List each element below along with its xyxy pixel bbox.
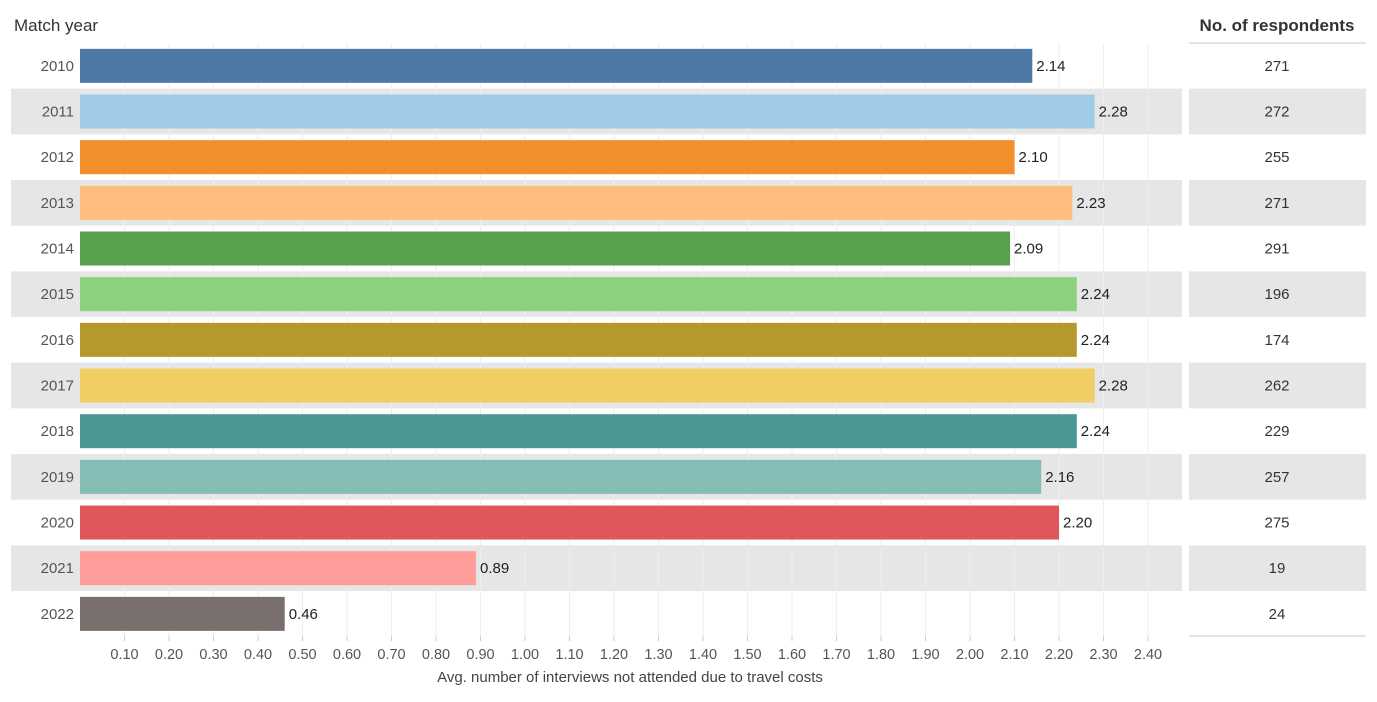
x-tick-label: 1.80	[867, 647, 895, 663]
x-tick-label: 1.00	[511, 647, 539, 663]
x-tick-label: 0.30	[199, 647, 227, 663]
y-category-label: 2010	[41, 58, 74, 75]
y-category-label: 2015	[41, 286, 74, 303]
x-tick-label: 1.10	[555, 647, 583, 663]
bar	[80, 140, 1015, 175]
y-category-label: 2011	[42, 104, 74, 121]
respondent-count: 275	[1264, 515, 1289, 532]
y-category-label: 2012	[41, 149, 74, 166]
x-tick-label: 0.40	[244, 647, 272, 663]
y-category-label: 2013	[41, 195, 74, 212]
bar-value-label: 2.24	[1081, 286, 1110, 303]
x-tick-label: 0.20	[155, 647, 183, 663]
bar-value-label: 2.28	[1099, 104, 1128, 121]
x-tick-label: 0.80	[422, 647, 450, 663]
y-category-label: 2014	[41, 241, 74, 258]
respondents-row-band	[1189, 271, 1366, 318]
x-tick-label: 0.90	[466, 647, 494, 663]
bar	[80, 277, 1077, 312]
x-tick-label: 0.60	[333, 647, 361, 663]
bar	[80, 185, 1073, 220]
respondent-count: 196	[1264, 286, 1289, 303]
respondent-count: 19	[1269, 560, 1286, 577]
respondent-count: 262	[1264, 378, 1289, 395]
x-tick-label: 1.40	[689, 647, 717, 663]
respondent-count: 229	[1264, 423, 1289, 440]
labels: 0.10 0.20 0.30 0.40 0.50 0.60 0.70 0.80 0.90 1.00…	[41, 58, 1290, 663]
bar-value-label: 2.24	[1081, 423, 1110, 440]
y-category-label: 2018	[41, 423, 74, 440]
respondent-count: 174	[1264, 332, 1289, 349]
respondent-count: 291	[1264, 241, 1289, 258]
x-tick-label: 1.70	[822, 647, 850, 663]
x-tick-label: 1.50	[733, 647, 761, 663]
y-category-label: 2016	[41, 332, 74, 349]
x-tick-label: 0.10	[110, 647, 138, 663]
bar	[80, 322, 1077, 357]
respondents-row-band	[1189, 454, 1366, 500]
bar-value-label: 2.09	[1014, 241, 1043, 258]
y-category-label: 2020	[41, 515, 74, 532]
bar-value-label: 2.16	[1045, 469, 1074, 486]
respondents-row-band	[1189, 545, 1366, 592]
bar	[80, 459, 1042, 494]
bar	[80, 48, 1033, 83]
respondent-count: 255	[1264, 149, 1289, 166]
bar	[80, 414, 1077, 449]
bars	[80, 48, 1095, 631]
bar-value-label: 2.28	[1099, 378, 1128, 395]
y-category-label: 2017	[41, 378, 74, 395]
y-category-label: 2021	[41, 560, 74, 577]
y-category-label: 2019	[41, 469, 74, 486]
bar	[80, 505, 1059, 540]
x-tick-label: 0.70	[377, 647, 405, 663]
x-tick-label: 2.10	[1000, 647, 1028, 663]
x-tick-label: 1.90	[911, 647, 939, 663]
bar-value-label: 2.10	[1019, 149, 1048, 166]
x-tick-label: 1.60	[778, 647, 806, 663]
bar-value-label: 2.20	[1063, 515, 1092, 532]
respondents-row-band	[1189, 88, 1366, 135]
bar	[80, 596, 285, 631]
x-tick-label: 1.30	[644, 647, 672, 663]
x-axis-label: Avg. number of interviews not attended d…	[437, 669, 823, 686]
bar	[80, 368, 1095, 403]
y-category-label: 2022	[41, 606, 74, 623]
x-tick-label: 1.20	[600, 647, 628, 663]
x-tick-label: 2.00	[956, 647, 984, 663]
row-header: Match year	[14, 16, 98, 35]
respondents-header: No. of respondents	[1200, 16, 1355, 35]
respondent-count: 271	[1264, 58, 1289, 75]
respondent-count: 272	[1264, 104, 1289, 121]
x-tick-label: 0.50	[288, 647, 316, 663]
bar-value-label: 0.89	[480, 560, 509, 577]
bar	[80, 94, 1095, 129]
bar-value-label: 2.23	[1076, 195, 1105, 212]
x-tick-label: 2.30	[1089, 647, 1117, 663]
bar-value-label: 0.46	[289, 606, 318, 623]
x-tick-label: 2.40	[1134, 647, 1162, 663]
bar	[80, 231, 1011, 266]
respondent-count: 271	[1264, 195, 1289, 212]
respondent-count: 257	[1264, 469, 1289, 486]
respondent-count: 24	[1269, 606, 1286, 623]
respondents-row-band	[1189, 180, 1366, 226]
bar-value-label: 2.14	[1036, 58, 1065, 75]
bar	[80, 551, 477, 586]
x-tick-label: 2.20	[1045, 647, 1073, 663]
bar-value-label: 2.24	[1081, 332, 1110, 349]
respondents-row-band	[1189, 362, 1366, 409]
